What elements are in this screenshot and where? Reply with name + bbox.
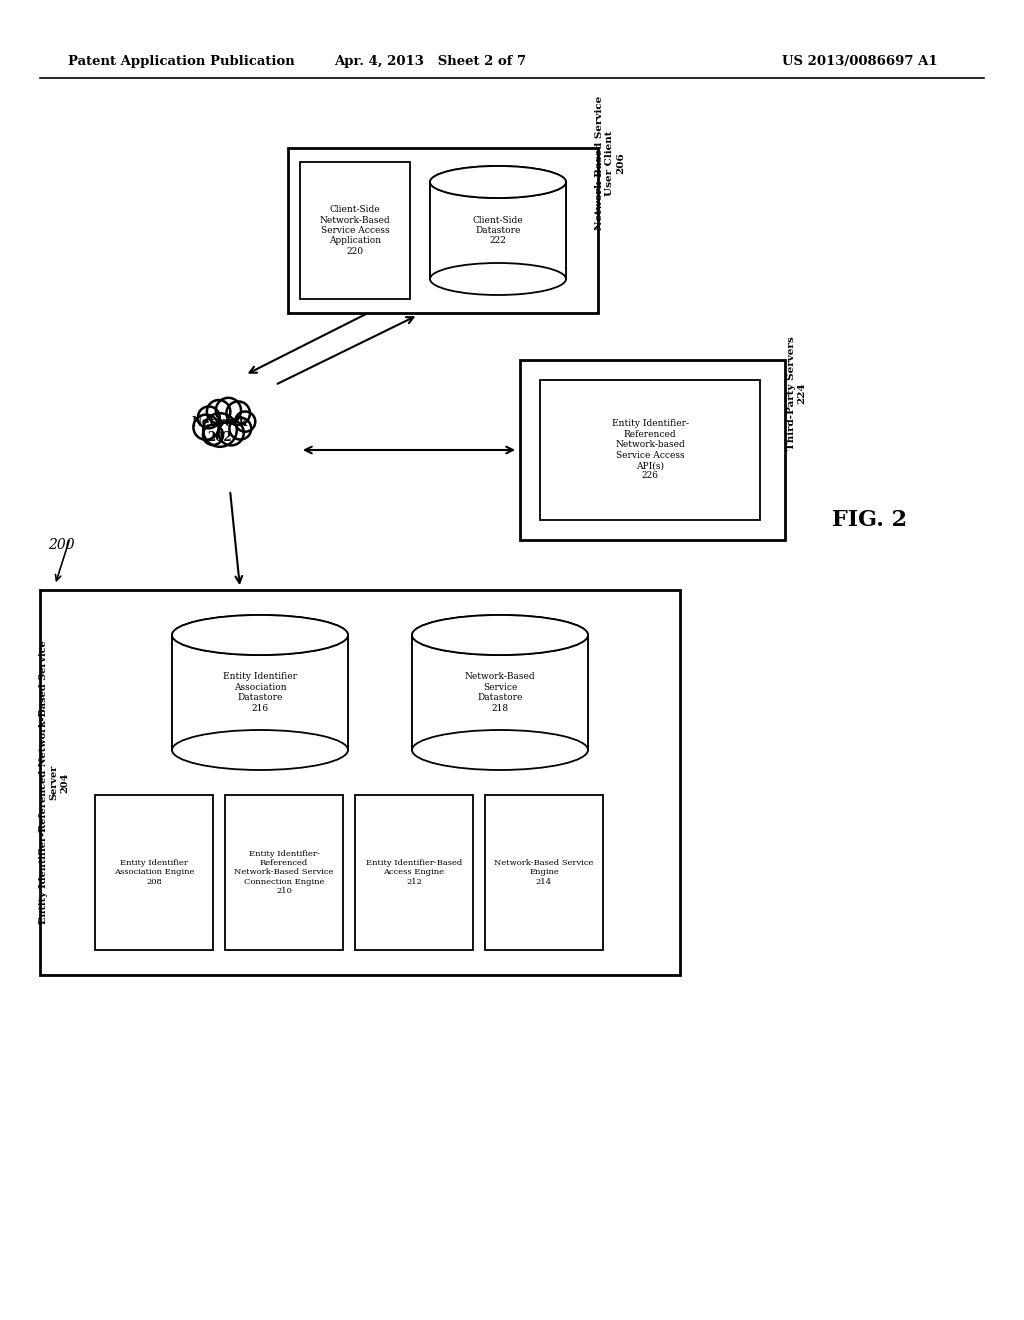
Text: 200: 200 xyxy=(48,539,75,552)
Circle shape xyxy=(226,401,250,425)
Text: Entity Identifier-
Referenced
Network-Based Service
Connection Engine
210: Entity Identifier- Referenced Network-Ba… xyxy=(234,850,334,895)
Text: Entity Identifier-Referenced Network-Based Service
Server
204: Entity Identifier-Referenced Network-Bas… xyxy=(39,640,69,924)
Circle shape xyxy=(198,407,220,428)
Bar xyxy=(485,795,603,950)
Ellipse shape xyxy=(412,615,588,655)
Text: Entity Identifier
Association
Datastore
216: Entity Identifier Association Datastore … xyxy=(223,672,297,713)
Ellipse shape xyxy=(430,166,566,198)
Text: Entity Identifier-Based
Access Engine
212: Entity Identifier-Based Access Engine 21… xyxy=(366,859,462,886)
Text: Network
202: Network 202 xyxy=(191,416,248,444)
Text: Network-Based Service
Engine
214: Network-Based Service Engine 214 xyxy=(495,859,594,886)
Circle shape xyxy=(207,400,230,424)
Circle shape xyxy=(203,425,223,445)
Circle shape xyxy=(194,414,218,440)
Text: Third-Party Servers
224: Third-Party Servers 224 xyxy=(787,337,807,450)
Ellipse shape xyxy=(172,615,348,655)
Circle shape xyxy=(236,412,255,432)
Circle shape xyxy=(216,397,241,422)
Bar xyxy=(172,635,348,750)
Ellipse shape xyxy=(172,615,348,655)
Circle shape xyxy=(203,413,237,446)
Text: FIG. 2: FIG. 2 xyxy=(833,510,907,531)
Circle shape xyxy=(229,417,251,440)
Bar xyxy=(430,182,566,279)
Bar xyxy=(300,162,410,300)
Bar xyxy=(95,795,213,950)
Bar xyxy=(355,795,473,950)
Ellipse shape xyxy=(430,166,566,198)
Text: Patent Application Publication: Patent Application Publication xyxy=(68,55,295,69)
Text: Apr. 4, 2013   Sheet 2 of 7: Apr. 4, 2013 Sheet 2 of 7 xyxy=(334,55,526,69)
Bar xyxy=(225,795,343,950)
Text: Entity Identifier-
Referenced
Network-based
Service Access
API(s)
226: Entity Identifier- Referenced Network-ba… xyxy=(611,420,688,480)
Ellipse shape xyxy=(412,730,588,770)
Text: Client-Side
Network-Based
Service Access
Application
220: Client-Side Network-Based Service Access… xyxy=(319,205,390,256)
Ellipse shape xyxy=(172,730,348,770)
Text: Entity Identifier
Association Engine
208: Entity Identifier Association Engine 208 xyxy=(114,859,195,886)
Bar xyxy=(540,380,760,520)
Circle shape xyxy=(218,420,244,445)
Ellipse shape xyxy=(412,615,588,655)
Ellipse shape xyxy=(430,263,566,294)
Text: US 2013/0086697 A1: US 2013/0086697 A1 xyxy=(782,55,938,69)
Text: Network-Based Service
User Client
206: Network-Based Service User Client 206 xyxy=(595,96,625,231)
Bar xyxy=(520,360,785,540)
Bar xyxy=(288,148,598,313)
Bar xyxy=(412,635,588,750)
Bar xyxy=(40,590,680,975)
Text: Network-Based
Service
Datastore
218: Network-Based Service Datastore 218 xyxy=(465,672,536,713)
Text: Client-Side
Datastore
222: Client-Side Datastore 222 xyxy=(473,215,523,246)
